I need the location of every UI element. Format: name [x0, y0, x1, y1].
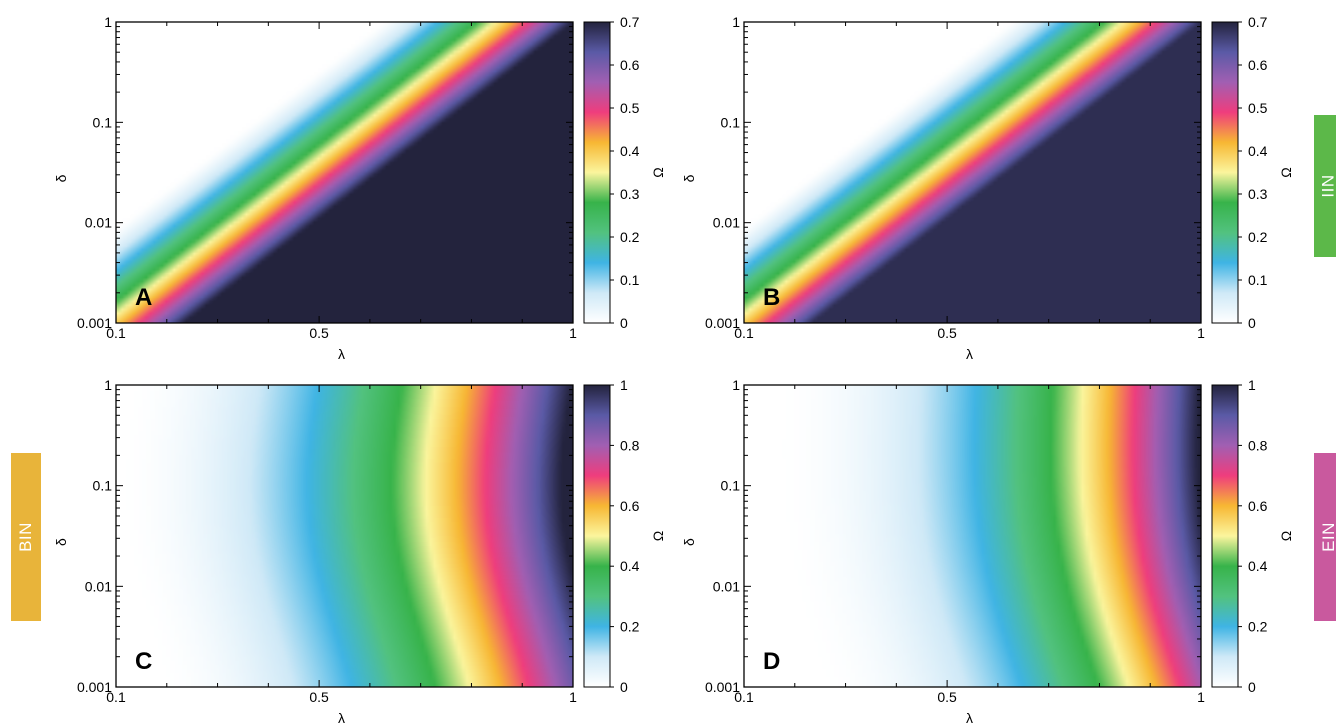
panel-letter: A: [135, 284, 152, 311]
x-tick-label: 0.5: [309, 689, 329, 705]
colorbar-tick-label: 0.7: [620, 14, 640, 30]
y-tick-label: 0.01: [85, 215, 112, 231]
heatmap-surface: [116, 385, 573, 687]
x-tick-label: 0.5: [937, 689, 957, 705]
x-tick-label: 0.1: [734, 325, 754, 341]
y-axis-label: δ: [53, 538, 69, 546]
iin-tag: IIN: [1314, 115, 1336, 257]
x-tick-label: 1: [1197, 325, 1205, 341]
y-tick-label: 0.1: [93, 114, 113, 130]
y-tick-label: 0.01: [713, 578, 740, 594]
colorbar: [583, 21, 611, 324]
y-tick-label: 0.001: [705, 315, 740, 331]
y-tick-label: 1: [104, 14, 112, 30]
colorbar-tick-label: 0.2: [620, 619, 640, 635]
colorbar-tick-label: 0.3: [620, 186, 640, 202]
y-axis-label: δ: [53, 174, 69, 182]
x-tick-label: 0.1: [106, 689, 126, 705]
x-axis-label: λ: [966, 346, 973, 362]
colorbar-tick-label: 0.8: [1248, 437, 1268, 453]
panel-c: 0.1 0.5 1 1 0.1 0.01 0.001 λ δ C 1 0.8 0.6 0.4 0.2 0 Ω: [53, 377, 666, 724]
x-tick-label: 0.1: [106, 325, 126, 341]
colorbar-tick-label: 0: [1248, 679, 1256, 695]
colorbar-tick-label: 0.6: [620, 57, 640, 73]
bin-tag-label: BIN: [16, 522, 35, 552]
panel-d: 0.1 0.5 1 1 0.1 0.01 0.001 λ δ D 1 0.8 0.6 0.4 0.2 0 Ω: [681, 377, 1294, 724]
y-tick-label: 0.001: [77, 679, 112, 695]
colorbar-tick-label: 0.4: [620, 558, 640, 574]
y-tick-label: 1: [732, 377, 740, 393]
panel-letter: C: [135, 648, 152, 675]
panel-a: 0.1 0.5 1 1 0.1 0.01 0.001 λ δ A 0.7 0.6 0.5 0.4 0.3 0.…: [53, 14, 666, 362]
y-tick-label: 0.001: [705, 679, 740, 695]
heatmap-surface: [116, 22, 573, 323]
plot-frame: [743, 21, 1202, 324]
heatmap-surface: [744, 385, 1201, 687]
x-tick-label: 0.5: [937, 325, 957, 341]
y-tick-label: 0.1: [721, 478, 741, 494]
colorbar-tick-label: 0.6: [620, 498, 640, 514]
y-axis-label: δ: [681, 174, 697, 182]
colorbar-tick-label: 0.4: [620, 143, 640, 159]
x-axis-label: λ: [966, 710, 973, 724]
colorbar-tick-label: 0.1: [1248, 272, 1268, 288]
x-axis-label: λ: [338, 346, 345, 362]
colorbar: [1211, 384, 1239, 688]
plot-frame: [115, 21, 574, 324]
heatmap-surface: [744, 22, 1201, 323]
colorbar-tick-label: 0.2: [1248, 229, 1268, 245]
y-axis-label: δ: [681, 538, 697, 546]
x-tick-label: 0.5: [309, 325, 329, 341]
colorbar-tick-label: 0.1: [620, 272, 640, 288]
ein-tag-label: EIN: [1319, 522, 1336, 552]
y-tick-label: 1: [732, 14, 740, 30]
colorbar-label: Ω: [650, 531, 666, 541]
x-tick-label: 1: [569, 325, 577, 341]
colorbar-tick-label: 1: [1248, 377, 1256, 393]
colorbar-tick-label: 0.7: [1248, 14, 1268, 30]
y-tick-label: 1: [104, 377, 112, 393]
colorbar-tick-label: 0.3: [1248, 186, 1268, 202]
colorbar-tick-label: 0: [1248, 315, 1256, 331]
panel-letter: B: [763, 284, 780, 311]
plot-frame: [115, 384, 574, 688]
x-axis-label: λ: [338, 710, 345, 724]
colorbar-tick-label: 0.2: [620, 229, 640, 245]
x-tick-label: 1: [569, 689, 577, 705]
colorbar-label: Ω: [1278, 167, 1294, 177]
colorbar-tick-label: 0: [620, 315, 628, 331]
colorbar-tick-label: 0.6: [1248, 498, 1268, 514]
x-tick-label: 0.1: [734, 689, 754, 705]
x-tick-label: 1: [1197, 689, 1205, 705]
colorbar-tick-label: 0.5: [620, 100, 640, 116]
colorbar: [583, 384, 611, 688]
y-tick-label: 0.1: [93, 478, 113, 494]
bin-tag: BIN: [11, 453, 41, 621]
colorbar-tick-label: 0.5: [1248, 100, 1268, 116]
colorbar-tick-label: 0.4: [1248, 143, 1268, 159]
ein-tag: EIN: [1314, 453, 1336, 621]
panel-letter: D: [763, 648, 780, 675]
y-tick-label: 0.1: [721, 114, 741, 130]
colorbar-label: Ω: [650, 167, 666, 177]
y-tick-label: 0.01: [85, 578, 112, 594]
colorbar-tick-label: 0.2: [1248, 619, 1268, 635]
y-tick-label: 0.01: [713, 215, 740, 231]
colorbar-tick-label: 0.8: [620, 437, 640, 453]
colorbar-tick-label: 1: [620, 377, 628, 393]
colorbar-tick-label: 0.6: [1248, 57, 1268, 73]
colorbar-label: Ω: [1278, 531, 1294, 541]
colorbar-tick-label: 0: [620, 679, 628, 695]
plot-frame: [743, 384, 1202, 688]
y-tick-label: 0.001: [77, 315, 112, 331]
colorbar: [1211, 21, 1239, 324]
iin-tag-label: IIN: [1318, 174, 1336, 198]
colorbar-tick-label: 0.4: [1248, 558, 1268, 574]
panel-b: 0.1 0.5 1 1 0.1 0.01 0.001 λ δ B 0.7 0.6 0.5 0.4 0.3 0.…: [681, 14, 1294, 362]
